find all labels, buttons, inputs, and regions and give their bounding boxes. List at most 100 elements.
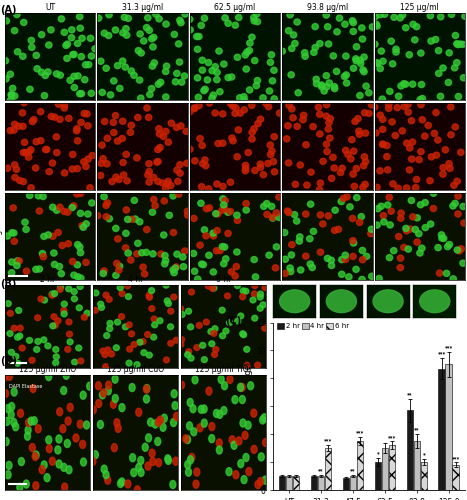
Circle shape bbox=[151, 60, 157, 66]
Circle shape bbox=[241, 476, 247, 484]
Circle shape bbox=[213, 410, 219, 418]
Circle shape bbox=[374, 60, 380, 66]
Circle shape bbox=[359, 248, 366, 254]
Circle shape bbox=[165, 178, 171, 184]
Circle shape bbox=[339, 165, 345, 172]
Circle shape bbox=[320, 221, 326, 227]
Circle shape bbox=[351, 148, 357, 154]
Circle shape bbox=[146, 352, 152, 358]
Circle shape bbox=[109, 178, 115, 184]
Circle shape bbox=[197, 136, 203, 141]
Circle shape bbox=[54, 207, 60, 214]
Circle shape bbox=[251, 446, 257, 454]
Circle shape bbox=[403, 24, 409, 31]
Bar bbox=[382, 448, 388, 490]
Circle shape bbox=[407, 226, 413, 232]
Circle shape bbox=[138, 50, 144, 56]
Circle shape bbox=[366, 90, 372, 96]
Circle shape bbox=[165, 456, 171, 464]
Circle shape bbox=[232, 273, 238, 279]
Circle shape bbox=[375, 206, 381, 212]
Circle shape bbox=[17, 325, 23, 331]
Circle shape bbox=[320, 158, 326, 164]
Y-axis label: Elastase: Elastase bbox=[0, 130, 2, 162]
Circle shape bbox=[21, 150, 27, 156]
Circle shape bbox=[237, 94, 243, 101]
Text: DAPI Elastase: DAPI Elastase bbox=[9, 384, 42, 389]
Circle shape bbox=[101, 194, 107, 200]
Circle shape bbox=[136, 77, 143, 83]
Circle shape bbox=[377, 112, 383, 118]
Circle shape bbox=[210, 92, 217, 98]
Circle shape bbox=[249, 34, 255, 40]
Circle shape bbox=[114, 418, 120, 426]
Circle shape bbox=[173, 124, 180, 130]
Text: **: ** bbox=[318, 468, 324, 473]
Circle shape bbox=[242, 162, 248, 168]
Circle shape bbox=[288, 252, 295, 258]
Circle shape bbox=[405, 102, 411, 107]
Circle shape bbox=[380, 116, 386, 122]
Circle shape bbox=[241, 106, 248, 113]
Circle shape bbox=[129, 216, 135, 222]
Circle shape bbox=[55, 318, 61, 324]
Circle shape bbox=[260, 416, 266, 424]
Circle shape bbox=[196, 34, 202, 40]
Circle shape bbox=[131, 468, 137, 476]
Circle shape bbox=[68, 34, 75, 40]
Circle shape bbox=[190, 404, 196, 412]
Circle shape bbox=[111, 130, 117, 136]
Circle shape bbox=[36, 266, 42, 272]
Circle shape bbox=[417, 250, 423, 256]
Circle shape bbox=[56, 264, 63, 270]
Circle shape bbox=[144, 226, 150, 232]
Circle shape bbox=[80, 391, 86, 399]
Circle shape bbox=[164, 298, 170, 304]
Circle shape bbox=[205, 60, 212, 66]
Circle shape bbox=[392, 132, 398, 138]
Circle shape bbox=[5, 404, 11, 412]
Circle shape bbox=[403, 140, 410, 146]
Circle shape bbox=[152, 322, 158, 328]
Circle shape bbox=[387, 88, 393, 94]
Circle shape bbox=[456, 248, 463, 254]
Circle shape bbox=[380, 212, 387, 218]
Circle shape bbox=[33, 482, 39, 490]
Circle shape bbox=[442, 146, 448, 153]
Circle shape bbox=[214, 76, 220, 82]
Circle shape bbox=[241, 332, 247, 338]
Circle shape bbox=[9, 86, 16, 91]
Circle shape bbox=[92, 450, 99, 458]
Circle shape bbox=[403, 228, 410, 234]
Circle shape bbox=[73, 434, 79, 442]
Circle shape bbox=[17, 333, 23, 339]
Text: *: * bbox=[376, 451, 379, 456]
Circle shape bbox=[203, 206, 210, 212]
Circle shape bbox=[144, 384, 150, 392]
Circle shape bbox=[194, 344, 200, 350]
Circle shape bbox=[440, 164, 446, 170]
Circle shape bbox=[159, 180, 166, 186]
Circle shape bbox=[191, 428, 197, 436]
Circle shape bbox=[67, 77, 73, 84]
Circle shape bbox=[134, 250, 140, 257]
Circle shape bbox=[435, 48, 442, 54]
Circle shape bbox=[61, 102, 68, 107]
Circle shape bbox=[356, 131, 363, 138]
Circle shape bbox=[45, 343, 51, 348]
Circle shape bbox=[55, 230, 61, 235]
Circle shape bbox=[11, 127, 17, 133]
Circle shape bbox=[38, 32, 45, 38]
Circle shape bbox=[19, 110, 26, 116]
Circle shape bbox=[311, 50, 317, 56]
Circle shape bbox=[116, 176, 122, 182]
Circle shape bbox=[27, 86, 33, 92]
Circle shape bbox=[443, 270, 450, 276]
Circle shape bbox=[125, 250, 131, 256]
Circle shape bbox=[204, 77, 211, 83]
Circle shape bbox=[56, 435, 62, 443]
Circle shape bbox=[326, 135, 333, 141]
Circle shape bbox=[245, 421, 251, 429]
Circle shape bbox=[122, 64, 128, 70]
Circle shape bbox=[362, 130, 368, 136]
